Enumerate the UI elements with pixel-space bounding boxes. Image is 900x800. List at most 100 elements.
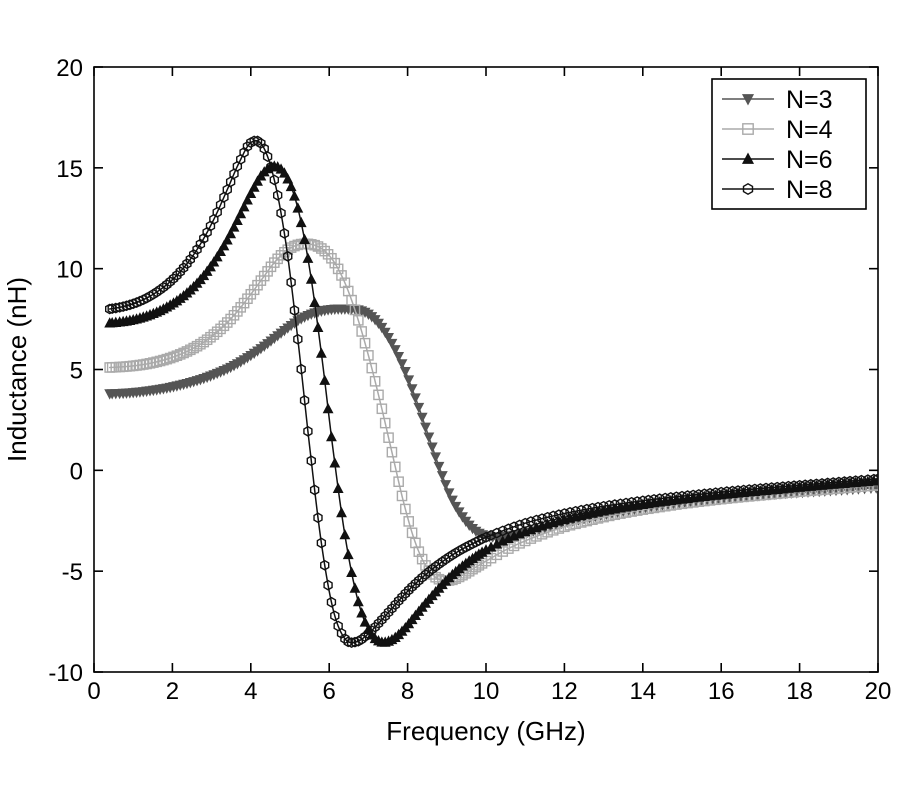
marker-hexagon: [128, 298, 138, 310]
x-tick-label: 12: [551, 678, 578, 705]
marker-triangle-down: [741, 94, 755, 106]
marker-hexagon: [461, 541, 471, 553]
y-tick-label: 15: [56, 156, 83, 183]
marker-hexagon: [114, 301, 125, 313]
marker-hexagon: [135, 295, 145, 307]
marker-hexagon: [710, 487, 721, 499]
marker-square: [389, 461, 401, 473]
marker-square: [185, 344, 196, 356]
marker-triangle-up: [248, 181, 260, 192]
legend-label-n6: N=6: [786, 146, 833, 174]
marker-hexagon: [373, 617, 384, 629]
marker-square: [366, 362, 378, 374]
marker-hexagon: [246, 137, 256, 149]
marker-hexagon: [542, 511, 553, 523]
marker-triangle-up: [346, 566, 358, 577]
marker-square: [413, 546, 425, 557]
marker-square: [519, 535, 531, 547]
marker-hexagon: [761, 482, 771, 494]
marker-triangle-up: [215, 245, 226, 257]
marker-hexagon: [131, 297, 142, 308]
marker-square: [376, 403, 388, 415]
marker-triangle-up: [339, 528, 351, 540]
marker-square: [742, 123, 754, 135]
marker-hexagon: [750, 483, 760, 495]
marker-hexagon: [626, 496, 637, 508]
marker-triangle-down: [396, 359, 408, 370]
marker-hexagon: [225, 176, 236, 188]
marker-triangle-down: [399, 367, 411, 378]
marker-triangle-up: [231, 214, 243, 225]
marker-hexagon: [380, 610, 390, 622]
marker-hexagon: [276, 207, 286, 219]
marker-triangle-down: [440, 480, 452, 491]
marker-triangle-up: [309, 296, 321, 308]
marker-hexagon: [800, 479, 810, 491]
marker-square: [208, 329, 220, 340]
marker-hexagon: [138, 294, 148, 306]
x-axis: 0 2 4 6 8 10 12 14 16 18 20: [87, 67, 891, 705]
marker-triangle-up: [235, 207, 247, 219]
marker-hexagon: [125, 299, 135, 311]
marker-square: [349, 304, 361, 316]
marker-square: [174, 349, 186, 360]
marker-triangle-down: [379, 327, 391, 339]
marker-hexagon: [738, 484, 749, 496]
marker-hexagon: [604, 499, 614, 511]
marker-hexagon: [727, 485, 738, 497]
marker-square: [400, 503, 411, 515]
x-tick-label: 20: [865, 678, 892, 705]
y-tick-label: 10: [56, 257, 83, 284]
marker-hexagon: [722, 486, 732, 497]
marker-triangle-up: [302, 252, 314, 263]
marker-hexagon: [682, 490, 693, 501]
marker-square: [406, 527, 418, 539]
marker-triangle-up: [242, 194, 253, 205]
marker-hexagon: [168, 273, 179, 285]
marker-hexagon: [195, 238, 206, 250]
marker-triangle-up: [238, 201, 250, 212]
marker-hexagon: [554, 509, 564, 521]
series-n8: [104, 135, 878, 649]
marker-hexagon: [219, 191, 229, 203]
marker-triangle-up: [342, 548, 354, 560]
x-tick-label: 16: [708, 678, 735, 705]
marker-hexagon: [471, 536, 481, 548]
marker-triangle-down: [446, 495, 458, 506]
marker-hexagon: [457, 543, 468, 555]
marker-hexagon: [192, 244, 202, 255]
marker-triangle-down: [453, 507, 465, 518]
marker-hexagon: [404, 584, 414, 596]
marker-hexagon: [249, 135, 259, 147]
marker-hexagon: [316, 537, 327, 549]
marker-hexagon: [299, 394, 310, 406]
marker-hexagon: [811, 478, 822, 490]
marker-hexagon: [565, 506, 575, 518]
marker-hexagon: [576, 504, 586, 516]
marker-triangle-down: [426, 442, 438, 453]
marker-triangle-up: [292, 202, 304, 213]
marker-hexagon: [279, 227, 290, 239]
marker-square: [158, 354, 169, 366]
marker-square: [363, 350, 374, 361]
marker-triangle-down: [406, 384, 418, 395]
marker-hexagon: [783, 480, 794, 492]
marker-square: [430, 571, 441, 583]
legend-label-n8: N=8: [786, 176, 833, 204]
marker-hexagon: [666, 491, 676, 503]
marker-square: [339, 277, 351, 289]
marker-hexagon: [454, 545, 464, 557]
marker-triangle-up: [295, 216, 307, 228]
marker-hexagon: [610, 499, 620, 510]
marker-hexagon: [326, 596, 337, 608]
marker-hexagon: [215, 199, 226, 211]
marker-hexagon: [383, 606, 394, 618]
marker-hexagon: [464, 540, 474, 551]
marker-square: [386, 446, 398, 458]
marker-hexagon: [370, 621, 380, 633]
marker-hexagon: [377, 614, 387, 626]
marker-hexagon: [148, 288, 159, 300]
x-tick-label: 2: [166, 678, 179, 705]
marker-triangle-down: [433, 461, 445, 473]
